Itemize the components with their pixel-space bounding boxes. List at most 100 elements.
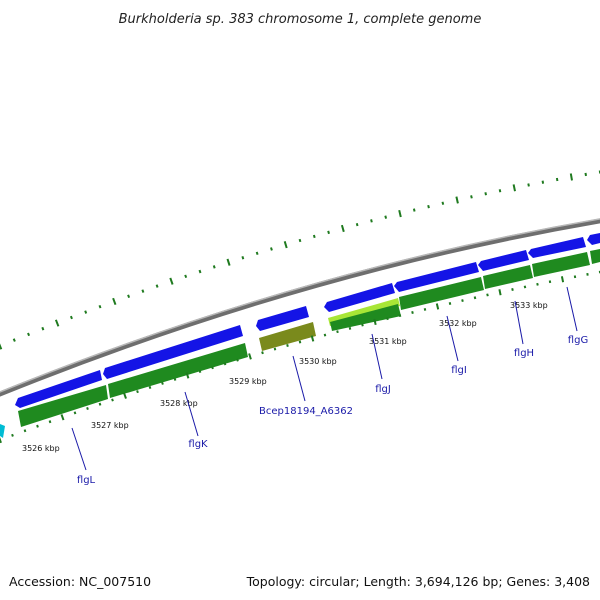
outer-tick-28 — [398, 209, 402, 218]
outer-tick-5 — [69, 315, 73, 320]
outer-tick-11 — [155, 284, 159, 288]
inner-tick-35 — [435, 303, 440, 310]
gene-arrow-fwd-4[interactable] — [324, 283, 395, 312]
gene-arrow-rev-9[interactable] — [590, 249, 600, 264]
inner-tick-13 — [161, 381, 164, 385]
outer-tick-37 — [527, 183, 530, 187]
inner-tick-26 — [323, 333, 327, 337]
outer-tick-12 — [169, 277, 174, 285]
inner-tick-22 — [273, 347, 277, 351]
outer-tick-31 — [441, 201, 445, 205]
gene-arrow-rev-7[interactable] — [483, 265, 533, 289]
inner-tick-34 — [423, 307, 427, 311]
outer-tick-25 — [355, 222, 359, 227]
inner-tick-9 — [111, 398, 114, 402]
inner-tick-10 — [123, 392, 127, 399]
inner-tick-36 — [448, 302, 452, 305]
inner-tick-27 — [336, 330, 339, 334]
gene-arrow-rev-6[interactable] — [399, 277, 484, 310]
leader-Bcep18194_A6362 — [292, 355, 306, 402]
accession-label: Accession: NC_007510 — [9, 574, 152, 589]
outer-tick-2 — [27, 332, 31, 337]
leader-flgJ — [371, 333, 383, 380]
inner-tick-ring — [0, 270, 600, 444]
gene-arrow-fwd-1[interactable] — [15, 370, 102, 408]
outer-tick-9 — [127, 294, 131, 299]
gene-arrow-fwd-2[interactable] — [103, 325, 243, 379]
genome-backbone — [0, 218, 600, 397]
inner-tick-4 — [48, 420, 52, 424]
gene-arrow-fwd-3[interactable] — [256, 306, 309, 331]
inner-tick-18 — [223, 362, 227, 366]
outer-tick-22 — [312, 234, 316, 239]
outer-tick-3 — [41, 326, 45, 331]
inner-tick-30 — [373, 318, 377, 326]
gene-label-flgG[interactable]: flgG — [568, 335, 588, 346]
inner-tick-33 — [411, 311, 414, 314]
outer-tick-8 — [112, 297, 117, 306]
outer-tick-16 — [226, 258, 231, 266]
outer-tick-34 — [484, 192, 487, 196]
gene-label-flgH[interactable]: flgH — [514, 348, 534, 359]
outer-tick-38 — [541, 180, 545, 184]
outer-tick-36 — [512, 184, 516, 192]
inner-tick-42 — [523, 285, 527, 289]
outer-tick-30 — [427, 204, 430, 209]
gene-arrow-fwd-5[interactable] — [394, 262, 479, 292]
gene-label-flgJ[interactable]: flgJ — [375, 384, 391, 395]
outer-tick-35 — [498, 189, 502, 193]
outer-tick-24 — [340, 224, 345, 233]
outer-tick-18 — [255, 251, 259, 256]
inner-tick-14 — [173, 377, 177, 381]
gene-arrow-rev-8[interactable] — [532, 252, 590, 277]
gene-arrow-rev-2[interactable] — [108, 343, 248, 398]
outer-tick-29 — [412, 208, 416, 212]
outer-tick-13 — [184, 274, 188, 279]
inner-tick-40 — [498, 289, 502, 296]
gene-label-leaders — [71, 286, 578, 471]
gene-arrow-fwd-8[interactable] — [587, 233, 600, 245]
outer-tick-14 — [198, 269, 202, 274]
scale-label-3531: 3531 kbp — [369, 337, 407, 346]
scale-label-3527: 3527 kbp — [91, 421, 129, 430]
gene-arrow-fwd-7[interactable] — [528, 237, 586, 258]
inner-tick-2 — [23, 429, 27, 433]
map-title: Burkholderia sp. 383 chromosome 1, compl… — [119, 12, 482, 27]
gene-label-Bcep18194_A6362[interactable]: Bcep18194_A6362 — [259, 406, 353, 417]
scale-label-3533: 3533 kbp — [510, 301, 548, 310]
scale-label-3532: 3532 kbp — [439, 319, 477, 328]
gene-label-flgI[interactable]: flgI — [451, 365, 467, 376]
outer-tick-4 — [54, 319, 60, 327]
inner-tick-25 — [310, 335, 315, 342]
outer-tick-ring — [0, 170, 600, 350]
outer-tick-1 — [12, 338, 16, 342]
inner-tick-8 — [98, 402, 102, 406]
outer-tick-40 — [569, 173, 573, 181]
scale-label-3530: 3530 kbp — [299, 357, 337, 366]
outer-tick-7 — [98, 304, 102, 309]
gene-arrow-rev-1[interactable] — [18, 385, 108, 427]
inner-tick-19 — [236, 358, 239, 362]
gene-label-flgL[interactable]: flgL — [77, 475, 96, 486]
gene-arrow-fwd-6[interactable] — [478, 250, 529, 271]
outer-tick-17 — [241, 256, 245, 260]
scale-label-3529: 3529 kbp — [229, 377, 267, 386]
inner-tick-11 — [136, 390, 139, 394]
gene-arrow-rev-5[interactable] — [330, 304, 401, 331]
outer-tick-26 — [370, 219, 373, 223]
scale-label-3528: 3528 kbp — [160, 399, 198, 408]
gene-arrow-rev-3-selected[interactable] — [259, 322, 316, 351]
leader-flgI — [446, 315, 459, 362]
edge-feature[interactable] — [0, 424, 5, 438]
outer-tick-33 — [470, 195, 473, 199]
inner-tick-5 — [60, 414, 65, 421]
inner-tick-23 — [286, 344, 289, 347]
outer-tick-41 — [584, 172, 587, 177]
inner-tick-45 — [560, 276, 565, 283]
inner-tick-31 — [386, 317, 389, 321]
inner-tick-16 — [198, 370, 202, 374]
outer-tick-6 — [84, 310, 88, 314]
inner-tick-38 — [473, 296, 477, 300]
gene-label-flgK[interactable]: flgK — [188, 439, 208, 450]
inner-tick-6 — [73, 411, 77, 415]
